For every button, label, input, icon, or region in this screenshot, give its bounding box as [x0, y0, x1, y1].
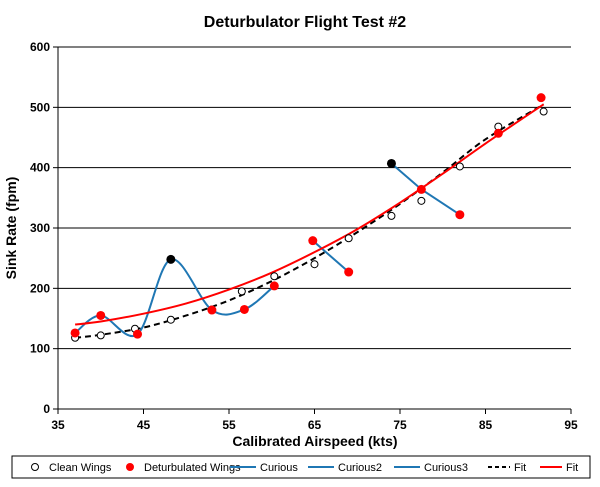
deturbulated-wings-point: [133, 329, 143, 339]
deturbulated-wings-point: [493, 128, 503, 138]
y-tick-label: 0: [43, 402, 50, 416]
deturbulated-wings-point: [239, 304, 249, 314]
y-tick-label: 600: [30, 40, 50, 54]
legend-label: Fit: [514, 462, 526, 474]
x-tick-label: 35: [51, 418, 65, 432]
deturbulated-wings-point: [455, 210, 465, 220]
curious-line: [74, 258, 275, 338]
chart-title: Deturbulator Flight Test #2: [204, 14, 406, 31]
x-tick-label: 75: [393, 418, 407, 432]
legend-label: Fit: [566, 462, 578, 474]
curious-highlight-point: [386, 158, 396, 168]
deturbulated-wings-point: [70, 328, 80, 338]
legend: Clean Wings Deturbulated Wings Curious Curi…: [11, 455, 591, 479]
deturbulated-wings-point: [308, 236, 318, 246]
legend-label: Curious3: [424, 462, 468, 474]
legend-label: Curious: [260, 462, 298, 474]
clean-wings-point: [310, 260, 319, 269]
series-lines: [74, 103, 545, 339]
clean-wings-point: [166, 315, 175, 324]
deturbulated-wings-point: [269, 281, 279, 291]
y-tick-label: 200: [30, 281, 50, 295]
clean-wings-point: [344, 234, 353, 243]
series-markers: [70, 93, 548, 342]
x-axis-label: Calibrated Airspeed (kts): [232, 433, 397, 449]
legend-box: [11, 455, 591, 479]
gridlines: [58, 46, 571, 350]
clean-wings-point: [237, 287, 246, 296]
x-tick-label: 55: [222, 418, 236, 432]
y-axis-label: Sink Rate (fpm): [3, 177, 19, 280]
x-tick-label: 85: [479, 418, 493, 432]
clean-wings-point: [417, 196, 426, 205]
deturbulated-wings-point: [344, 267, 354, 277]
fit-deturbulated-line: [74, 103, 545, 326]
x-tick-label: 45: [137, 418, 151, 432]
x-tick-label: 95: [564, 418, 578, 432]
y-tick-label: 100: [30, 342, 50, 356]
deturbulated-wings-point: [536, 93, 546, 103]
clean-wings-point: [96, 331, 105, 340]
clean-wings-point: [387, 211, 396, 220]
deturbulated-wings-point: [207, 305, 217, 315]
y-tick-labels: 0 100 200 300 400 500 600: [30, 40, 50, 416]
deturbulated-wings-point: [416, 184, 426, 194]
y-tick-label: 300: [30, 221, 50, 235]
y-tick-label: 400: [30, 161, 50, 175]
curious2-line: [312, 239, 350, 273]
clean-wings-point: [270, 272, 279, 281]
deturbulated-wings-point: [96, 310, 106, 320]
legend-label: Clean Wings: [49, 462, 112, 474]
x-tick-label: 65: [308, 418, 322, 432]
legend-label: Curious2: [338, 462, 382, 474]
legend-marker-clean: [31, 463, 39, 471]
legend-marker-deturbulated: [126, 463, 134, 471]
y-tick-label: 500: [30, 100, 50, 114]
fit-clean-line: [74, 103, 545, 339]
legend-label: Deturbulated Wings: [144, 462, 241, 474]
x-tick-labels: 35 45 55 65 75 85 95: [51, 418, 578, 432]
curious-highlight-point: [166, 254, 176, 264]
clean-wings-point: [455, 162, 464, 171]
axes: [53, 46, 572, 414]
clean-wings-point: [539, 107, 548, 116]
